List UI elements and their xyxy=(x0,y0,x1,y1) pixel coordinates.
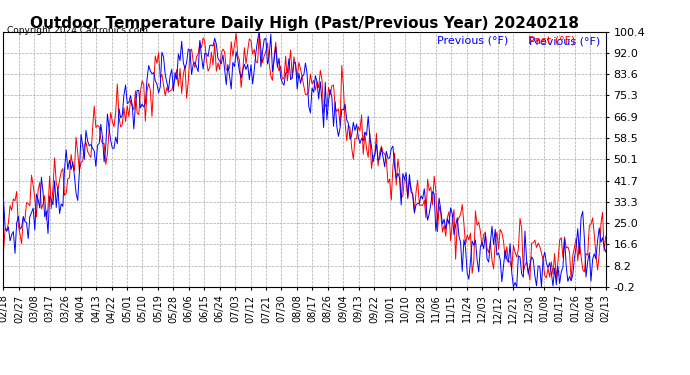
Text: Previous (°F): Previous (°F) xyxy=(529,37,600,47)
Text: Past (°F): Past (°F) xyxy=(528,36,575,46)
Text: Copyright 2024 Cartronics.com: Copyright 2024 Cartronics.com xyxy=(7,26,148,35)
Title: Outdoor Temperature Daily High (Past/Previous Year) 20240218: Outdoor Temperature Daily High (Past/Pre… xyxy=(30,16,579,31)
Text: Previous (°F): Previous (°F) xyxy=(437,36,509,46)
